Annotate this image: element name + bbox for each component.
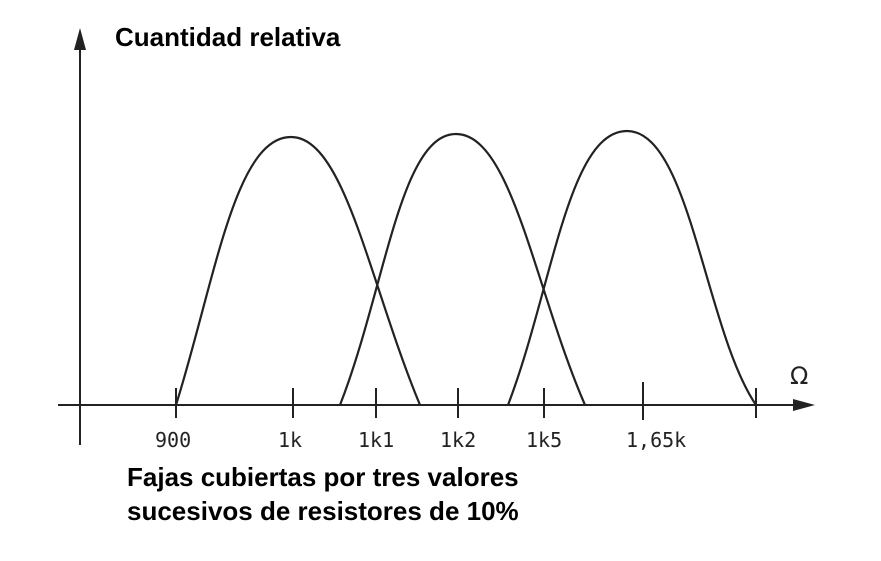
curve-1k5 (506, 129, 757, 406)
caption-line-1: Fajas cubiertas por tres valores (127, 462, 519, 492)
caption-line-2: sucesivos de resistores de 10% (127, 496, 519, 526)
y-axis-label: Cuantidad relativa (115, 22, 341, 52)
tick-label-1k2: 1k2 (440, 428, 476, 452)
y-axis-arrow (74, 28, 86, 50)
tick-label-1k: 1k (278, 428, 302, 452)
tick-label-900: 900 (155, 428, 191, 452)
x-axis-unit: Ω (790, 362, 808, 390)
tick-marks (175, 382, 757, 420)
curve-1k (174, 135, 422, 406)
caption: Fajas cubiertas por tres valores sucesiv… (127, 460, 519, 528)
tick-label-1k5: 1k5 (526, 428, 562, 452)
x-axis-arrow (793, 399, 815, 411)
tick-label-1-65k: 1,65k (626, 428, 686, 452)
tick-label-1k1: 1k1 (358, 428, 394, 452)
